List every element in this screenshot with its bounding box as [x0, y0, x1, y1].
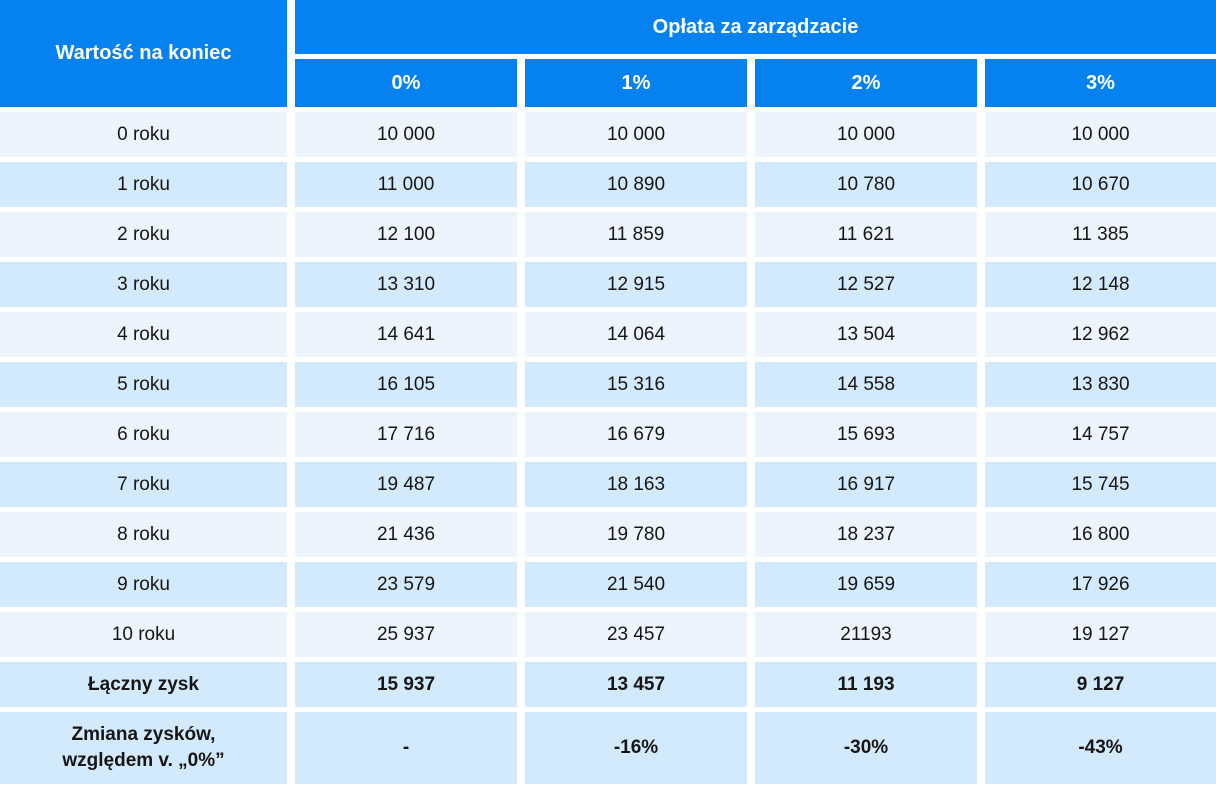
summary-row-label: Zmiana zysków, względem v. „0%”	[0, 712, 287, 784]
cell-value: 15 745	[985, 462, 1216, 507]
cell-value: 19 127	[985, 612, 1216, 657]
summary-cell-value: -30%	[755, 712, 977, 784]
row-label: 2 roku	[0, 212, 287, 257]
cell-value: 14 558	[755, 362, 977, 407]
column-header-2pct: 2%	[755, 59, 977, 107]
summary-cell-value: -	[295, 712, 517, 784]
summary-cell-value: -16%	[525, 712, 747, 784]
cell-value: 21 436	[295, 512, 517, 557]
cell-value: 13 310	[295, 262, 517, 307]
cell-value: 15 693	[755, 412, 977, 457]
cell-value: 12 527	[755, 262, 977, 307]
summary-cell-value: 15 937	[295, 662, 517, 707]
cell-value: 10 000	[985, 112, 1216, 157]
cell-value: 12 962	[985, 312, 1216, 357]
cell-value: 10 670	[985, 162, 1216, 207]
row-label: 3 roku	[0, 262, 287, 307]
cell-value: 19 659	[755, 562, 977, 607]
summary-cell-value: 9 127	[985, 662, 1216, 707]
cell-value: 16 917	[755, 462, 977, 507]
cell-value: 17 926	[985, 562, 1216, 607]
row-label: 9 roku	[0, 562, 287, 607]
cell-value: 10 780	[755, 162, 977, 207]
cell-value: 15 316	[525, 362, 747, 407]
cell-value: 12 148	[985, 262, 1216, 307]
cell-value: 14 064	[525, 312, 747, 357]
cell-value: 12 915	[525, 262, 747, 307]
cell-value: 10 000	[295, 112, 517, 157]
cell-value: 19 780	[525, 512, 747, 557]
cell-value: 13 830	[985, 362, 1216, 407]
corner-header: Wartość na koniec	[0, 0, 287, 107]
cell-value: 17 716	[295, 412, 517, 457]
cell-value: 16 800	[985, 512, 1216, 557]
row-label: 4 roku	[0, 312, 287, 357]
cell-value: 11 859	[525, 212, 747, 257]
column-header-0pct: 0%	[295, 59, 517, 107]
cell-value: 18 237	[755, 512, 977, 557]
cell-value: 11 621	[755, 212, 977, 257]
cell-value: 10 000	[755, 112, 977, 157]
column-header-1pct: 1%	[525, 59, 747, 107]
cell-value: 12 100	[295, 212, 517, 257]
cell-value: 23 457	[525, 612, 747, 657]
cell-value: 25 937	[295, 612, 517, 657]
row-label: 7 roku	[0, 462, 287, 507]
cell-value: 13 504	[755, 312, 977, 357]
summary-cell-value: 13 457	[525, 662, 747, 707]
row-label: 10 roku	[0, 612, 287, 657]
column-header-3pct: 3%	[985, 59, 1216, 107]
cell-value: 23 579	[295, 562, 517, 607]
cell-value: 16 105	[295, 362, 517, 407]
summary-cell-value: 11 193	[755, 662, 977, 707]
cell-value: 10 000	[525, 112, 747, 157]
summary-cell-value: -43%	[985, 712, 1216, 784]
cell-value: 14 641	[295, 312, 517, 357]
row-label: 6 roku	[0, 412, 287, 457]
cell-value: 21193	[755, 612, 977, 657]
cell-value: 14 757	[985, 412, 1216, 457]
cell-value: 19 487	[295, 462, 517, 507]
summary-row-label: Łączny zysk	[0, 662, 287, 707]
cell-value: 16 679	[525, 412, 747, 457]
cell-value: 11 385	[985, 212, 1216, 257]
row-label: 0 roku	[0, 112, 287, 157]
cell-value: 18 163	[525, 462, 747, 507]
row-label: 5 roku	[0, 362, 287, 407]
row-label: 8 roku	[0, 512, 287, 557]
group-header: Opłata za zarządzacie	[295, 0, 1216, 54]
cell-value: 10 890	[525, 162, 747, 207]
cell-value: 21 540	[525, 562, 747, 607]
row-label: 1 roku	[0, 162, 287, 207]
cell-value: 11 000	[295, 162, 517, 207]
